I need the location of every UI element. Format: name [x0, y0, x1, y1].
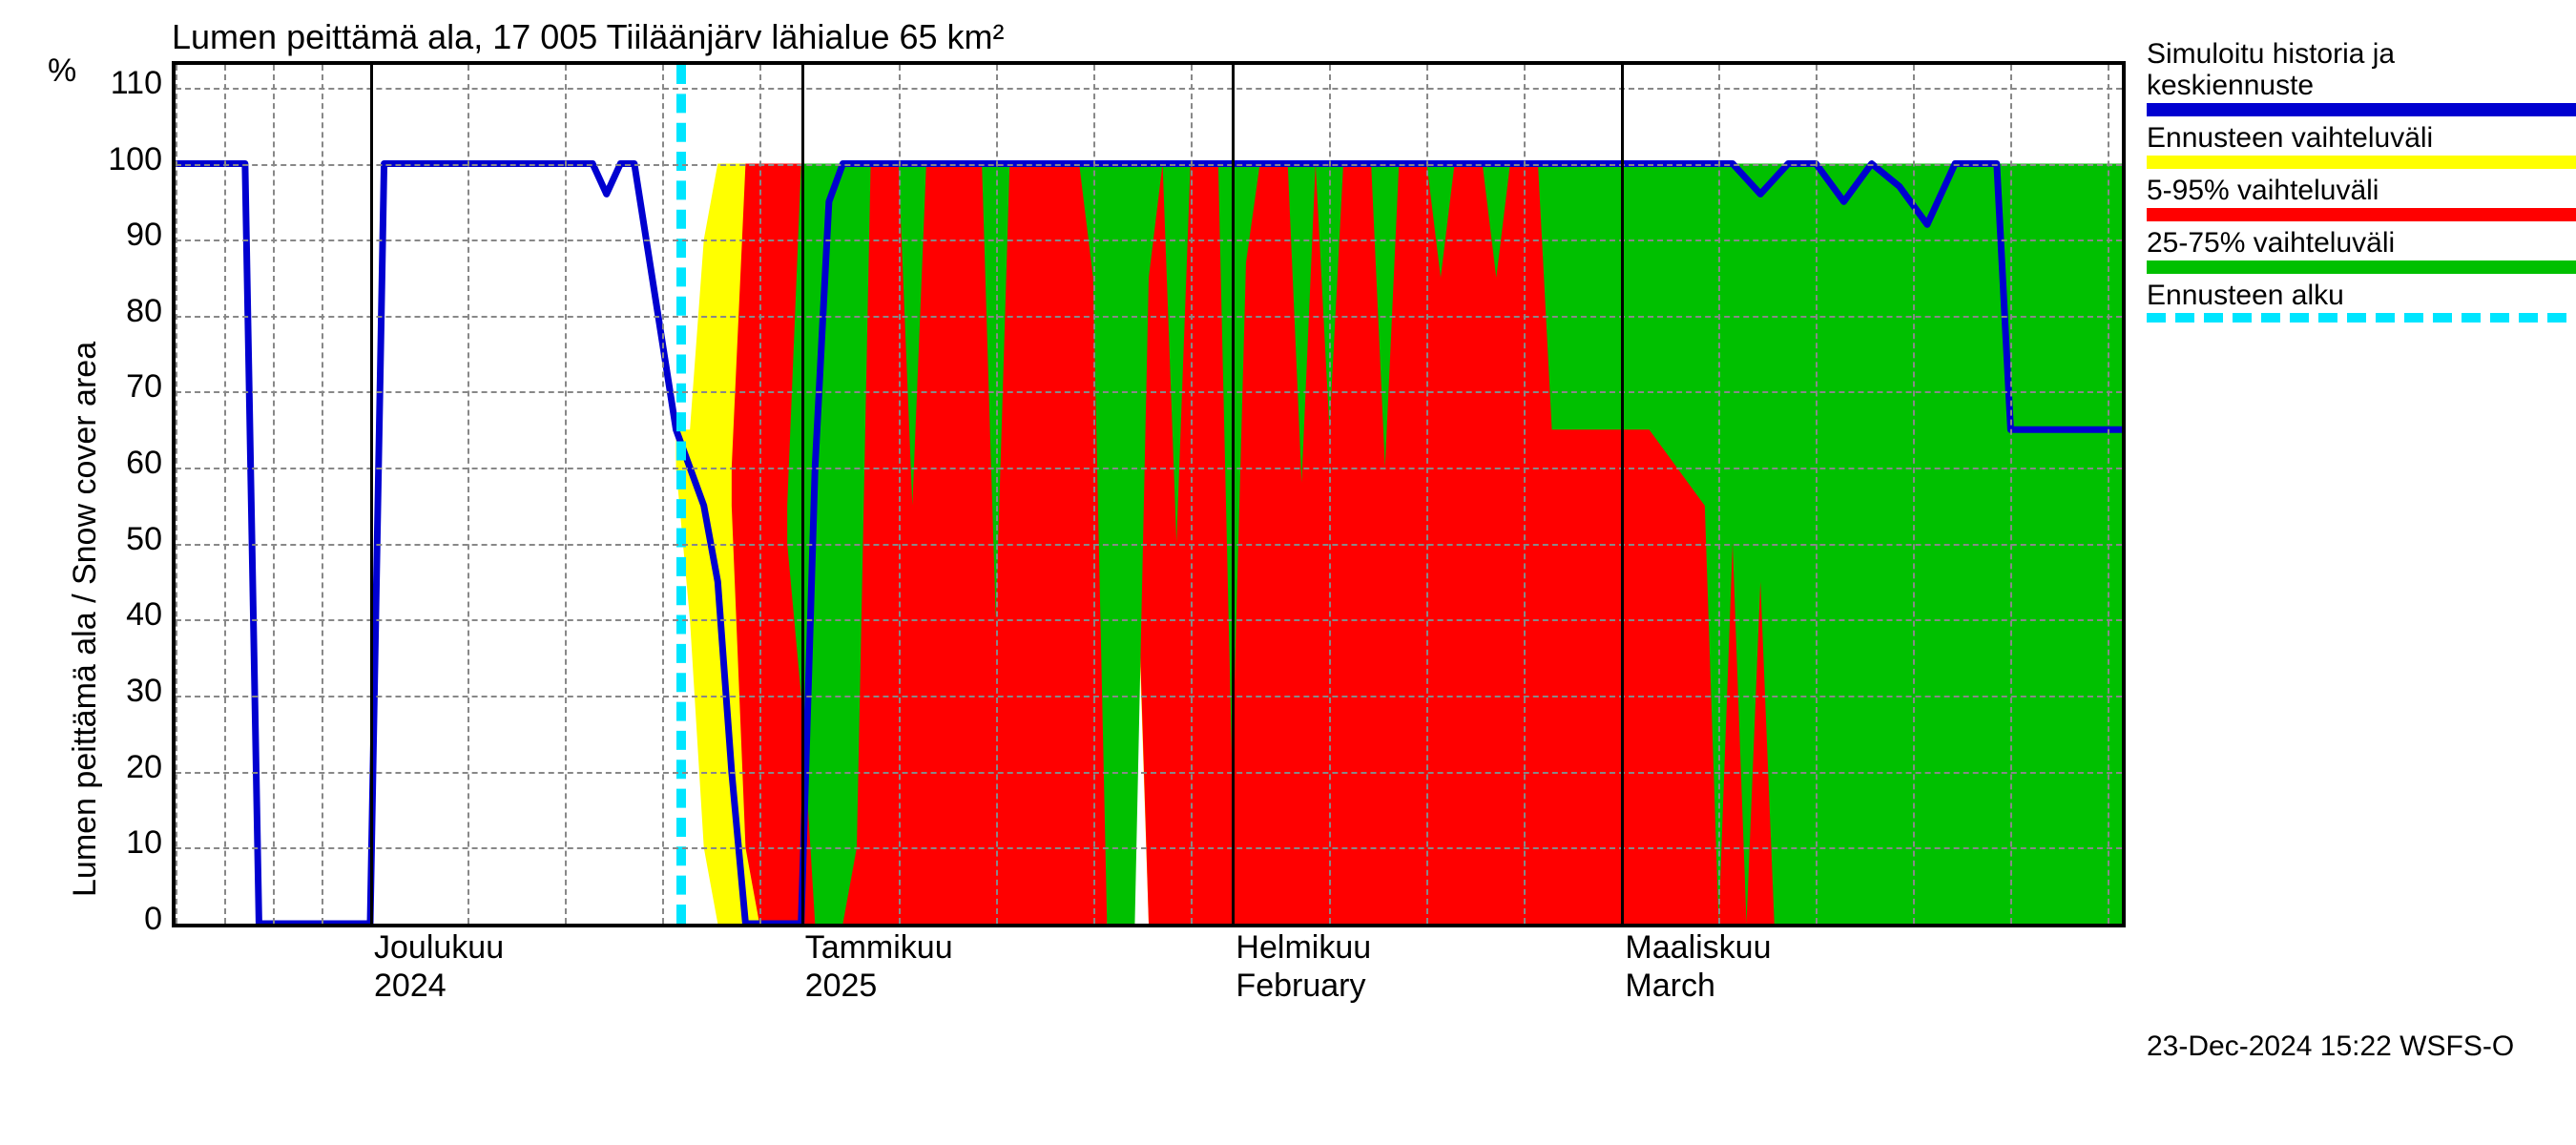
x-month-label: Joulukuu: [374, 929, 504, 967]
vgrid-line: [899, 65, 901, 924]
vgrid-line: [1426, 65, 1428, 924]
month-marker: [1621, 65, 1624, 924]
legend-item: Simuloitu historia jakeskiennuste: [2147, 38, 2576, 116]
x-month-sublabel: February: [1236, 968, 1365, 1005]
x-month-label: Tammikuu: [805, 929, 953, 967]
y-tick-label: 100: [95, 141, 162, 178]
y-tick-label: 30: [95, 673, 162, 710]
legend-swatch: [2147, 103, 2576, 116]
vgrid-line: [759, 65, 761, 924]
vgrid-line: [996, 65, 998, 924]
vgrid-line: [273, 65, 275, 924]
hgrid-line: [176, 924, 2122, 926]
x-month-sublabel: 2024: [374, 968, 447, 1005]
vgrid-line: [1524, 65, 1526, 924]
legend-swatch: [2147, 313, 2576, 323]
forecast-start-line: [676, 65, 686, 924]
legend-item: Ennusteen alku: [2147, 280, 2576, 323]
month-marker: [801, 65, 804, 924]
legend-item: Ennusteen vaihteluväli: [2147, 122, 2576, 169]
y-tick-label: 90: [95, 217, 162, 254]
vgrid-line: [2108, 65, 2109, 924]
legend-item: 25-75% vaihteluväli: [2147, 227, 2576, 274]
y-tick-label: 20: [95, 749, 162, 786]
legend-swatch: [2147, 156, 2576, 169]
plot-area: [172, 61, 2126, 927]
month-marker: [1232, 65, 1235, 924]
vgrid-line: [1718, 65, 1720, 924]
legend-text: 25-75% vaihteluväli: [2147, 227, 2576, 259]
vgrid-line: [1329, 65, 1331, 924]
x-month-label: Maaliskuu: [1625, 929, 1771, 967]
y-tick-label: 40: [95, 596, 162, 634]
chart-footer: 23-Dec-2024 15:22 WSFS-O: [2147, 1030, 2514, 1063]
chart-container: { "title": "Lumen peittämä ala, 17 005 T…: [0, 0, 2576, 1145]
vgrid-line: [467, 65, 469, 924]
legend-item: 5-95% vaihteluväli: [2147, 175, 2576, 221]
y-tick-label: 10: [95, 824, 162, 862]
y-tick-label: 110: [95, 65, 162, 102]
vgrid-line: [662, 65, 664, 924]
legend-text: 5-95% vaihteluväli: [2147, 175, 2576, 206]
legend: Simuloitu historia jakeskiennuste Ennuste…: [2147, 38, 2576, 328]
legend-swatch: [2147, 260, 2576, 274]
vgrid-line: [322, 65, 323, 924]
vgrid-line: [176, 65, 177, 924]
legend-swatch: [2147, 208, 2576, 221]
x-month-label: Helmikuu: [1236, 929, 1371, 967]
y-tick-label: 0: [95, 901, 162, 938]
vgrid-line: [1816, 65, 1818, 924]
y-tick-label: 60: [95, 445, 162, 482]
legend-text: Simuloitu historia ja: [2147, 38, 2576, 70]
chart-title: Lumen peittämä ala, 17 005 Tiiläänjärv l…: [172, 17, 1005, 57]
y-tick-label: 70: [95, 368, 162, 406]
x-month-sublabel: 2025: [805, 968, 878, 1005]
vgrid-line: [224, 65, 226, 924]
y-axis-unit: %: [48, 52, 76, 90]
vgrid-line: [1191, 65, 1193, 924]
y-tick-label: 50: [95, 521, 162, 558]
vgrid-line: [2010, 65, 2012, 924]
month-marker: [370, 65, 373, 924]
legend-text: keskiennuste: [2147, 70, 2576, 101]
vgrid-line: [565, 65, 567, 924]
legend-text: Ennusteen vaihteluväli: [2147, 122, 2576, 154]
y-tick-label: 80: [95, 293, 162, 330]
x-month-sublabel: March: [1625, 968, 1714, 1005]
legend-text: Ennusteen alku: [2147, 280, 2576, 311]
vgrid-line: [1913, 65, 1915, 924]
vgrid-line: [1093, 65, 1095, 924]
